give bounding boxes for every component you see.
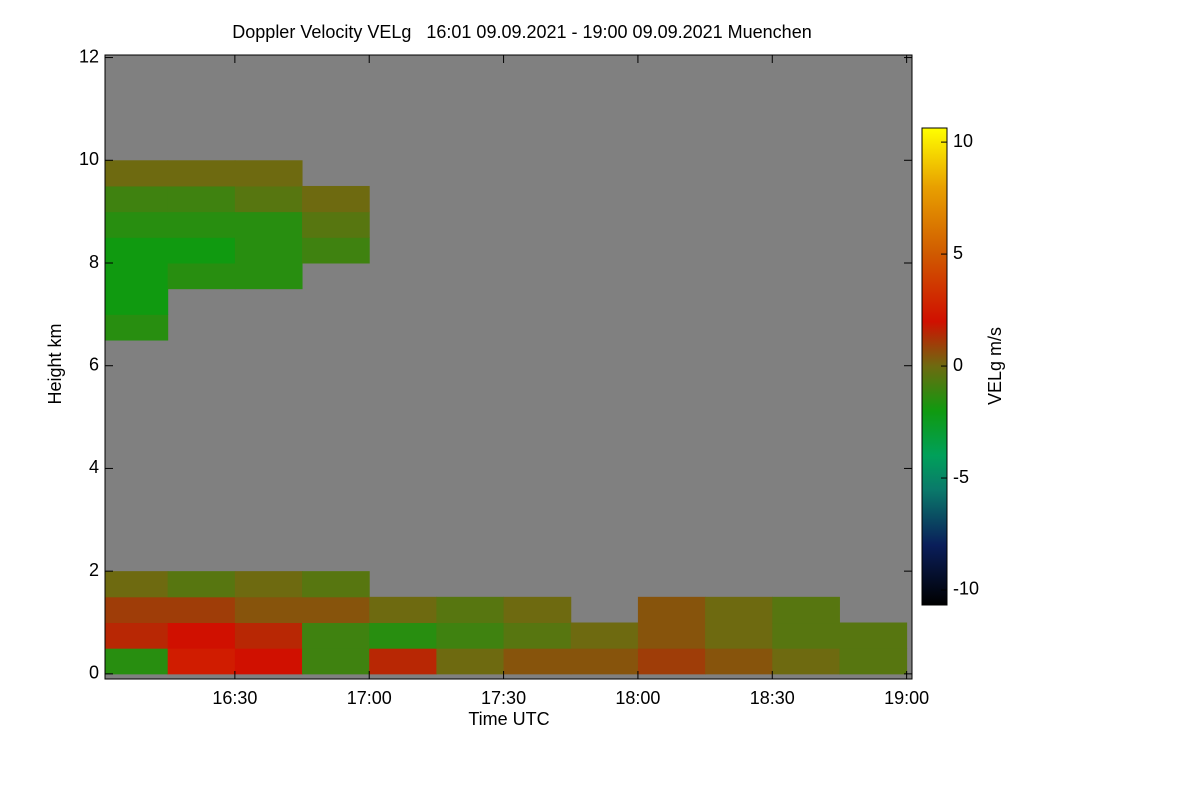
heatmap-cell [839,648,908,675]
heatmap-cell [105,648,169,675]
heatmap-cell [302,648,370,675]
heatmap-cell [302,571,370,598]
heatmap-cell [167,160,236,187]
heatmap-cell [105,237,169,264]
y-tick-label: 10 [79,149,99,169]
heatmap-cell [570,648,639,675]
y-tick-label: 6 [89,354,99,374]
y-axis-label: Height km [45,323,65,404]
x-axis-label: Time UTC [468,709,549,729]
y-tick-label: 12 [79,46,99,66]
heatmap-cell [637,596,706,624]
heatmap-cell [105,571,169,598]
heatmap-cell [302,622,370,649]
x-tick-label: 18:30 [750,688,795,708]
heatmap-cell [302,211,370,238]
heatmap-cell [436,596,505,624]
heatmap-cell [503,596,572,624]
heatmap-cell [105,596,169,624]
heatmap-cell [637,622,706,649]
heatmap-cell [705,622,773,649]
heatmap-cell [234,263,303,290]
heatmap-cell [167,185,236,213]
chart-title: Doppler Velocity VELg 16:01 09.09.2021 -… [232,22,811,42]
heatmap-cell [705,596,773,624]
heatmap-cell [105,622,169,649]
heatmap-cell [234,160,303,187]
heatmap-cell [234,237,303,264]
heatmap-cell [234,211,303,238]
heatmap-cell [436,648,505,675]
x-tick-label: 18:00 [615,688,660,708]
heatmap-cell [234,571,303,598]
heatmap-cell [436,622,505,649]
heatmap-cell [302,185,370,213]
heatmap-cell [234,185,303,213]
heatmap-cell [503,622,572,649]
heatmap-cell [234,622,303,649]
heatmap-cell [302,596,370,624]
heatmap-cell [167,263,236,290]
heatmap-cells [105,160,908,675]
heatmap-cell [105,314,169,341]
y-tick-label: 2 [89,560,99,580]
heatmap-cell [105,211,169,238]
heatmap-cell [369,648,437,675]
heatmap-cell [839,622,908,649]
heatmap-cell [105,185,169,213]
x-tick-label: 17:30 [481,688,526,708]
colorbar-tick-label: -10 [953,579,979,599]
colorbar-tick-label: 5 [953,243,963,263]
heatmap-cell [105,160,169,187]
y-tick-label: 8 [89,252,99,272]
heatmap-cell [167,622,236,649]
colorbar-tick-label: 0 [953,355,963,375]
heatmap-cell [105,263,169,290]
heatmap-cell [705,648,773,675]
colorbar-tick-label: -5 [953,467,969,487]
heatmap-cell [369,622,437,649]
colorbar-label: VELg m/s [985,327,1005,405]
heatmap-cell [369,596,437,624]
heatmap-cell [772,622,840,649]
x-tick-label: 17:00 [347,688,392,708]
heatmap-cell [570,622,639,649]
heatmap-cell [167,596,236,624]
heatmap-cell [772,648,840,675]
heatmap-cell [234,596,303,624]
heatmap-cell [302,237,370,264]
heatmap-cell [637,648,706,675]
heatmap-cell [167,648,236,675]
heatmap-cell [167,571,236,598]
heatmap-cell [503,648,572,675]
colorbar-tick-label: 10 [953,131,973,151]
heatmap-cell [772,596,840,624]
heatmap-cell [234,648,303,675]
x-tick-label: 16:30 [212,688,257,708]
plot-frame [104,54,913,680]
y-tick-label: 4 [89,457,99,477]
heatmap-cell [105,288,169,315]
y-tick-label: 0 [89,663,99,683]
heatmap-cell [167,237,236,264]
heatmap-cell [167,211,236,238]
x-tick-label: 19:00 [884,688,929,708]
